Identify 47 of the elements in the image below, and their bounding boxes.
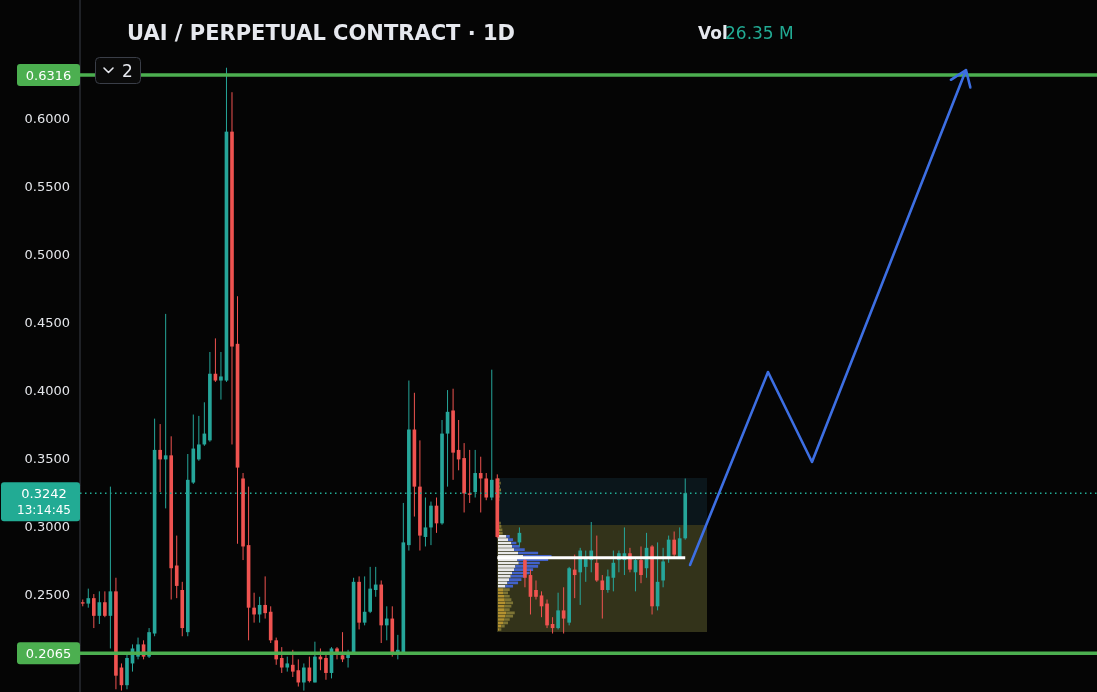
candlestick [594,535,599,583]
candlestick [324,652,328,681]
candlestick [279,646,284,674]
candlestick [174,535,179,599]
ref-line-label: 0.3242 13:14:45 [17,485,71,518]
ref-line-label: 0.2065 [25,645,72,661]
candlestick [661,547,665,588]
candlestick [368,566,372,614]
ref-line-label: 0.6316 [25,67,72,83]
candlestick [86,588,91,609]
candlestick [302,662,306,692]
annotation: Vol [698,23,728,43]
candlestick [572,554,577,599]
y-tick-label: 0.3000 [24,518,70,534]
candlestick [263,575,267,620]
y-tick-label: 0.2500 [24,586,70,602]
y-tick-label: 0.5000 [24,246,70,262]
candlestick [478,456,483,513]
candlestick [158,423,162,493]
text: UAI / PERPETUAL CONTRACT · 1D [127,21,516,45]
candlestick [606,569,610,594]
y-tick-label: 0.3500 [24,450,70,466]
candlestick [197,415,201,462]
annotation: 2 [122,61,133,81]
candlestick [373,566,378,598]
candlestick [677,526,682,558]
candlestick [556,592,560,630]
candlestick [600,574,605,620]
y-tick-label: 0.4000 [24,382,70,398]
candlestick [534,579,538,601]
candlestick [252,592,256,624]
candlestick [429,501,433,546]
y-tick-label: 0.4500 [24,314,70,330]
candlestick [384,605,389,641]
candlestick [467,449,472,504]
y-tick-label: 0.5500 [24,178,70,194]
candlestick [545,599,549,629]
y-tick-label: 0.6000 [24,110,70,126]
candlestick [639,545,643,584]
candlestick [672,531,676,558]
candlestick [523,556,527,588]
candlestick [91,593,96,629]
candlestick [219,351,223,401]
candlestick [561,586,566,635]
candlestick [103,590,107,618]
candlestick [578,547,583,606]
candlestick [484,472,489,501]
